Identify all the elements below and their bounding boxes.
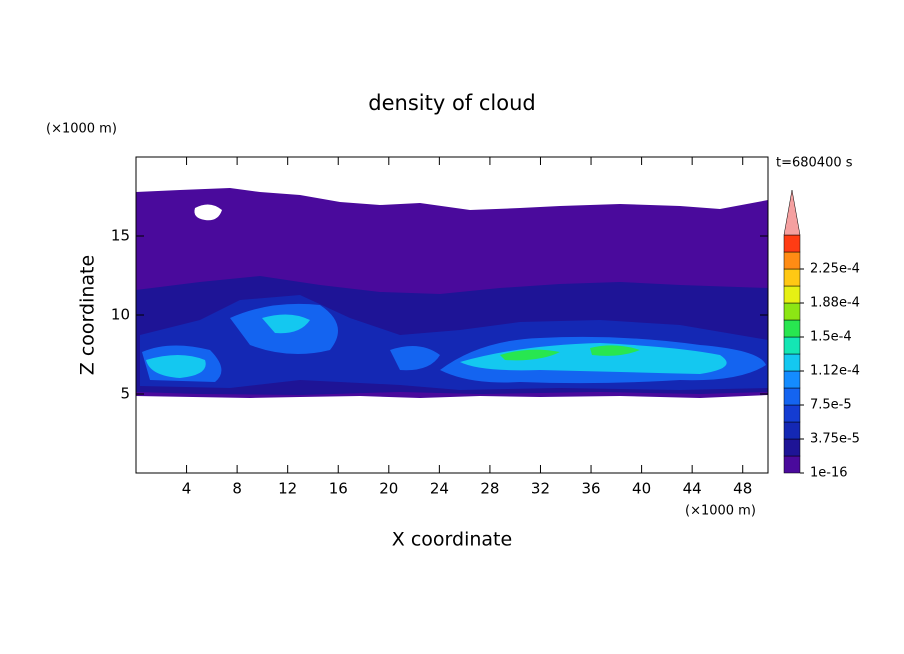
colorbar-cell	[783, 404, 801, 423]
colorbar-label: 2.25e-4	[810, 262, 860, 277]
colorbar-label: 7.5e-5	[810, 398, 852, 413]
colorbar-cell	[783, 268, 801, 287]
x-tick-label: 48	[733, 480, 752, 498]
y-unit: (×1000 m)	[46, 122, 117, 137]
colorbar-cell	[783, 285, 801, 304]
x-tick-label: 24	[430, 480, 449, 498]
x-tick-label: 16	[329, 480, 348, 498]
colorbar-cell	[783, 455, 801, 474]
x-tick-label: 12	[278, 480, 297, 498]
x-unit: (×1000 m)	[685, 504, 756, 519]
x-axis-title: X coordinate	[392, 529, 512, 551]
colorbar-cell	[783, 251, 801, 270]
colorbar-cell	[783, 387, 801, 406]
colorbar-label: 1.5e-4	[810, 330, 852, 345]
colorbar-cell	[783, 353, 801, 372]
x-tick-label: 4	[182, 480, 192, 498]
x-tick-label: 28	[480, 480, 499, 498]
y-tick-label: 5	[120, 385, 130, 403]
colorbar-cell	[783, 370, 801, 389]
colorbar-label: 3.75e-5	[810, 432, 860, 447]
colorbar-cell	[783, 234, 801, 253]
colorbar-cell	[783, 302, 801, 321]
time-label: t=680400 s	[776, 156, 853, 171]
chart-title: density of cloud	[368, 91, 535, 115]
colorbar-extend	[783, 189, 801, 236]
x-tick-label: 40	[632, 480, 651, 498]
cloud-region	[500, 345, 640, 361]
colorbar-cell	[783, 438, 801, 457]
contour-field	[136, 188, 768, 398]
colorbar-label: 1e-16	[810, 466, 848, 481]
y-tick-label: 10	[111, 306, 130, 324]
cloud-region	[146, 314, 727, 378]
x-tick-label: 32	[531, 480, 550, 498]
colorbar-cell	[783, 319, 801, 338]
cloud-gap	[194, 204, 222, 221]
colorbar-label: 1.88e-4	[810, 296, 860, 311]
colorbar-cell	[783, 421, 801, 440]
x-tick-label: 8	[232, 480, 242, 498]
colorbar-cell	[783, 336, 801, 355]
x-tick-label: 20	[379, 480, 398, 498]
y-axis-title: Z coordinate	[77, 255, 99, 375]
y-tick-label: 15	[111, 227, 130, 245]
colorbar-label: 1.12e-4	[810, 364, 860, 379]
x-tick-label: 36	[581, 480, 600, 498]
x-tick-label: 44	[683, 480, 702, 498]
